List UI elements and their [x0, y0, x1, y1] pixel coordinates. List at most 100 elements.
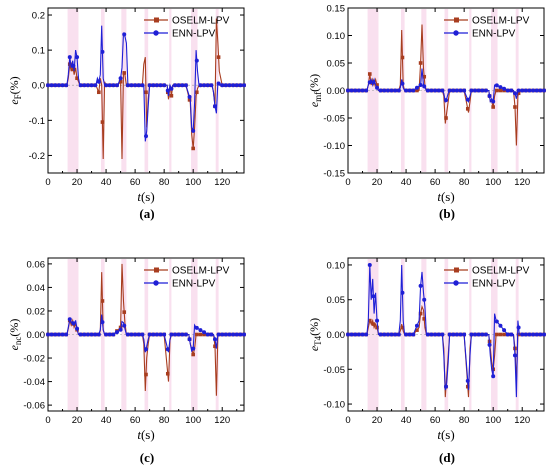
data-point — [513, 105, 517, 109]
x-tick-label: 20 — [72, 177, 83, 188]
data-point — [538, 332, 543, 337]
highlight-band — [444, 259, 449, 410]
data-point — [447, 332, 452, 337]
x-tick-label: 120 — [214, 415, 230, 426]
data-point — [531, 332, 536, 337]
data-point — [483, 332, 488, 337]
data-point — [520, 332, 525, 337]
x-axis-label: t(s) — [137, 427, 154, 442]
data-point — [136, 332, 141, 337]
data-point — [169, 86, 174, 91]
data-point — [404, 332, 409, 337]
data-point — [85, 83, 90, 88]
data-point — [433, 88, 438, 93]
data-point — [111, 83, 116, 88]
y-tick-label: 0.10 — [327, 260, 346, 271]
data-point — [49, 332, 54, 337]
data-point — [385, 88, 390, 93]
series-enn-lpv — [346, 68, 546, 104]
data-point — [520, 88, 525, 93]
data-point — [505, 332, 510, 337]
data-point — [534, 332, 539, 337]
highlight-band — [67, 9, 79, 172]
legend-marker — [154, 267, 159, 273]
data-point — [436, 332, 441, 337]
data-point — [93, 332, 98, 337]
data-point — [213, 344, 217, 349]
data-point — [378, 88, 383, 93]
data-point — [144, 134, 148, 139]
data-point — [512, 91, 517, 96]
data-point — [227, 83, 232, 88]
data-point — [107, 83, 112, 88]
x-tick-label: 20 — [372, 177, 383, 188]
x-tick-label: 40 — [101, 415, 112, 426]
data-point — [165, 371, 170, 376]
data-point — [509, 88, 514, 93]
data-point — [516, 325, 521, 330]
legend-marker — [153, 280, 159, 286]
data-point — [360, 332, 365, 337]
data-point — [118, 76, 123, 81]
data-point — [495, 332, 499, 337]
data-point — [212, 104, 217, 109]
data-point — [100, 299, 105, 303]
data-point — [151, 83, 156, 88]
x-tick-label: 100 — [185, 177, 201, 188]
data-point — [411, 88, 416, 93]
data-point — [96, 332, 101, 337]
x-tick-label: 40 — [401, 415, 412, 426]
data-point — [407, 88, 412, 93]
data-point — [144, 372, 148, 377]
x-tick-label: 20 — [72, 415, 83, 426]
legend-label: ENN-LPV — [472, 29, 516, 40]
data-point — [122, 32, 127, 37]
y-tick-label: 0.00 — [327, 330, 346, 341]
data-point — [516, 332, 521, 337]
x-tick-label: 0 — [345, 177, 350, 188]
data-point — [465, 378, 470, 383]
data-point — [367, 318, 372, 323]
data-point — [447, 88, 452, 93]
data-point — [433, 332, 438, 337]
data-point — [393, 88, 398, 93]
data-point — [396, 88, 401, 93]
panel-label: (b) — [439, 206, 455, 221]
data-point — [231, 332, 236, 337]
data-point — [512, 353, 517, 358]
data-point — [429, 332, 434, 337]
data-point — [202, 83, 207, 88]
data-point — [444, 98, 448, 103]
data-point — [487, 342, 492, 347]
data-point — [465, 107, 470, 111]
x-tick-label: 120 — [514, 415, 530, 426]
data-point — [191, 346, 196, 351]
data-point — [158, 83, 163, 88]
data-point — [436, 88, 441, 93]
data-point — [389, 332, 394, 337]
data-point — [238, 332, 243, 337]
data-point — [473, 332, 478, 337]
data-point — [400, 81, 405, 86]
data-point — [418, 83, 423, 87]
data-point — [93, 83, 98, 88]
data-point — [205, 83, 210, 88]
data-point — [122, 310, 127, 314]
data-point — [393, 332, 398, 337]
x-tick-label: 60 — [130, 415, 141, 426]
data-point — [491, 105, 495, 109]
data-point — [487, 94, 492, 98]
data-point — [176, 332, 181, 337]
y-tick-label: -0.02 — [23, 354, 45, 365]
data-point — [198, 328, 203, 333]
data-point — [78, 83, 83, 88]
data-point — [527, 88, 532, 93]
x-tick-label: 60 — [130, 177, 141, 188]
data-point — [85, 332, 90, 337]
highlight-band — [100, 259, 105, 410]
data-point — [371, 294, 376, 299]
data-point — [198, 332, 203, 337]
x-tick-label: 0 — [45, 177, 50, 188]
data-point — [360, 88, 365, 93]
